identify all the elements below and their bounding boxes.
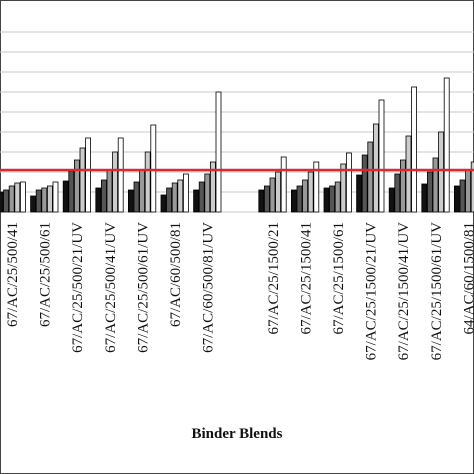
bar — [302, 179, 309, 213]
bar — [74, 159, 80, 213]
bar — [0, 191, 4, 213]
x-tick-label: 64/AC/60/1500/81 — [461, 222, 474, 335]
bar — [275, 171, 282, 213]
bar — [133, 181, 140, 213]
bar — [160, 194, 167, 213]
bar — [68, 170, 75, 213]
x-tick-label: 67/AC/25/1500/61 — [331, 222, 347, 335]
bar — [166, 187, 173, 213]
bar — [421, 183, 428, 213]
bar — [150, 124, 157, 213]
bar — [269, 177, 276, 213]
bar — [215, 91, 222, 213]
bar — [378, 99, 385, 213]
x-tick-label: 67/AC/25/1500/41 — [298, 222, 314, 335]
bar — [62, 180, 69, 213]
x-tick-label: 67/AC/25/1500/41/UV — [396, 222, 412, 361]
bar — [3, 189, 9, 213]
bar — [290, 189, 297, 213]
bar — [329, 185, 336, 213]
bar — [106, 169, 113, 213]
bar — [198, 181, 205, 213]
bar — [405, 135, 412, 213]
bar — [432, 157, 439, 213]
bar — [399, 159, 406, 213]
bar — [112, 151, 118, 213]
bar — [35, 189, 42, 213]
x-tick-label: 67/AC/25/500/61 — [38, 222, 54, 327]
x-tick-label: 67/AC/25/1500/61/UV — [429, 222, 445, 361]
bar — [95, 187, 102, 213]
x-tick-label: 67/AC/25/500/41 — [5, 222, 21, 327]
x-tick-label: 67/AC/60/500/81/UV — [201, 222, 217, 353]
bar — [41, 187, 48, 213]
bar — [209, 161, 216, 213]
bar — [356, 174, 363, 213]
bar — [280, 156, 287, 213]
bar — [139, 169, 146, 213]
bar — [85, 137, 91, 213]
x-tick-label: 67/AC/25/500/21/UV — [70, 222, 86, 353]
bar — [307, 171, 314, 213]
bar — [459, 179, 466, 213]
bar — [388, 187, 395, 213]
bar — [394, 173, 401, 213]
bar — [323, 187, 330, 213]
bar — [127, 189, 134, 213]
bar — [426, 171, 433, 213]
bar — [361, 154, 368, 213]
bar — [52, 181, 59, 213]
bar — [144, 151, 151, 213]
bar — [182, 173, 189, 213]
bar — [453, 185, 460, 213]
bar — [258, 189, 265, 213]
bar — [372, 123, 379, 213]
bar — [263, 185, 270, 213]
bar — [443, 77, 450, 213]
bar — [14, 182, 21, 213]
bar — [345, 152, 352, 213]
bar — [79, 147, 86, 213]
x-tick-label: 67/AC/25/500/61/UV — [135, 222, 151, 353]
bar — [193, 189, 200, 213]
bar — [19, 181, 26, 213]
category-labels: 67/AC/25/500/41 67/AC/25/500/61 67/AC/25/5… — [5, 222, 474, 361]
bar — [367, 141, 374, 213]
bar — [340, 163, 347, 213]
bars — [0, 77, 474, 213]
bar — [117, 137, 124, 213]
bar — [177, 179, 184, 213]
bar — [101, 179, 107, 213]
bar — [47, 185, 53, 213]
x-axis-title: Binder Blends — [191, 426, 282, 442]
bar — [334, 181, 341, 213]
bar — [30, 195, 37, 213]
bar — [438, 131, 445, 213]
bar — [313, 161, 320, 213]
x-tick-label: 67/AC/60/500/81 — [168, 222, 184, 327]
bar — [296, 185, 303, 213]
bar — [204, 173, 211, 213]
bar — [8, 185, 15, 213]
x-tick-label: 67/AC/25/1500/21/UV — [364, 222, 380, 361]
bar — [411, 86, 418, 213]
x-tick-label: 67/AC/25/1500/21 — [266, 222, 282, 335]
bar — [465, 169, 472, 213]
bar — [171, 182, 178, 213]
x-tick-label: 67/AC/25/500/41/UV — [103, 222, 119, 353]
